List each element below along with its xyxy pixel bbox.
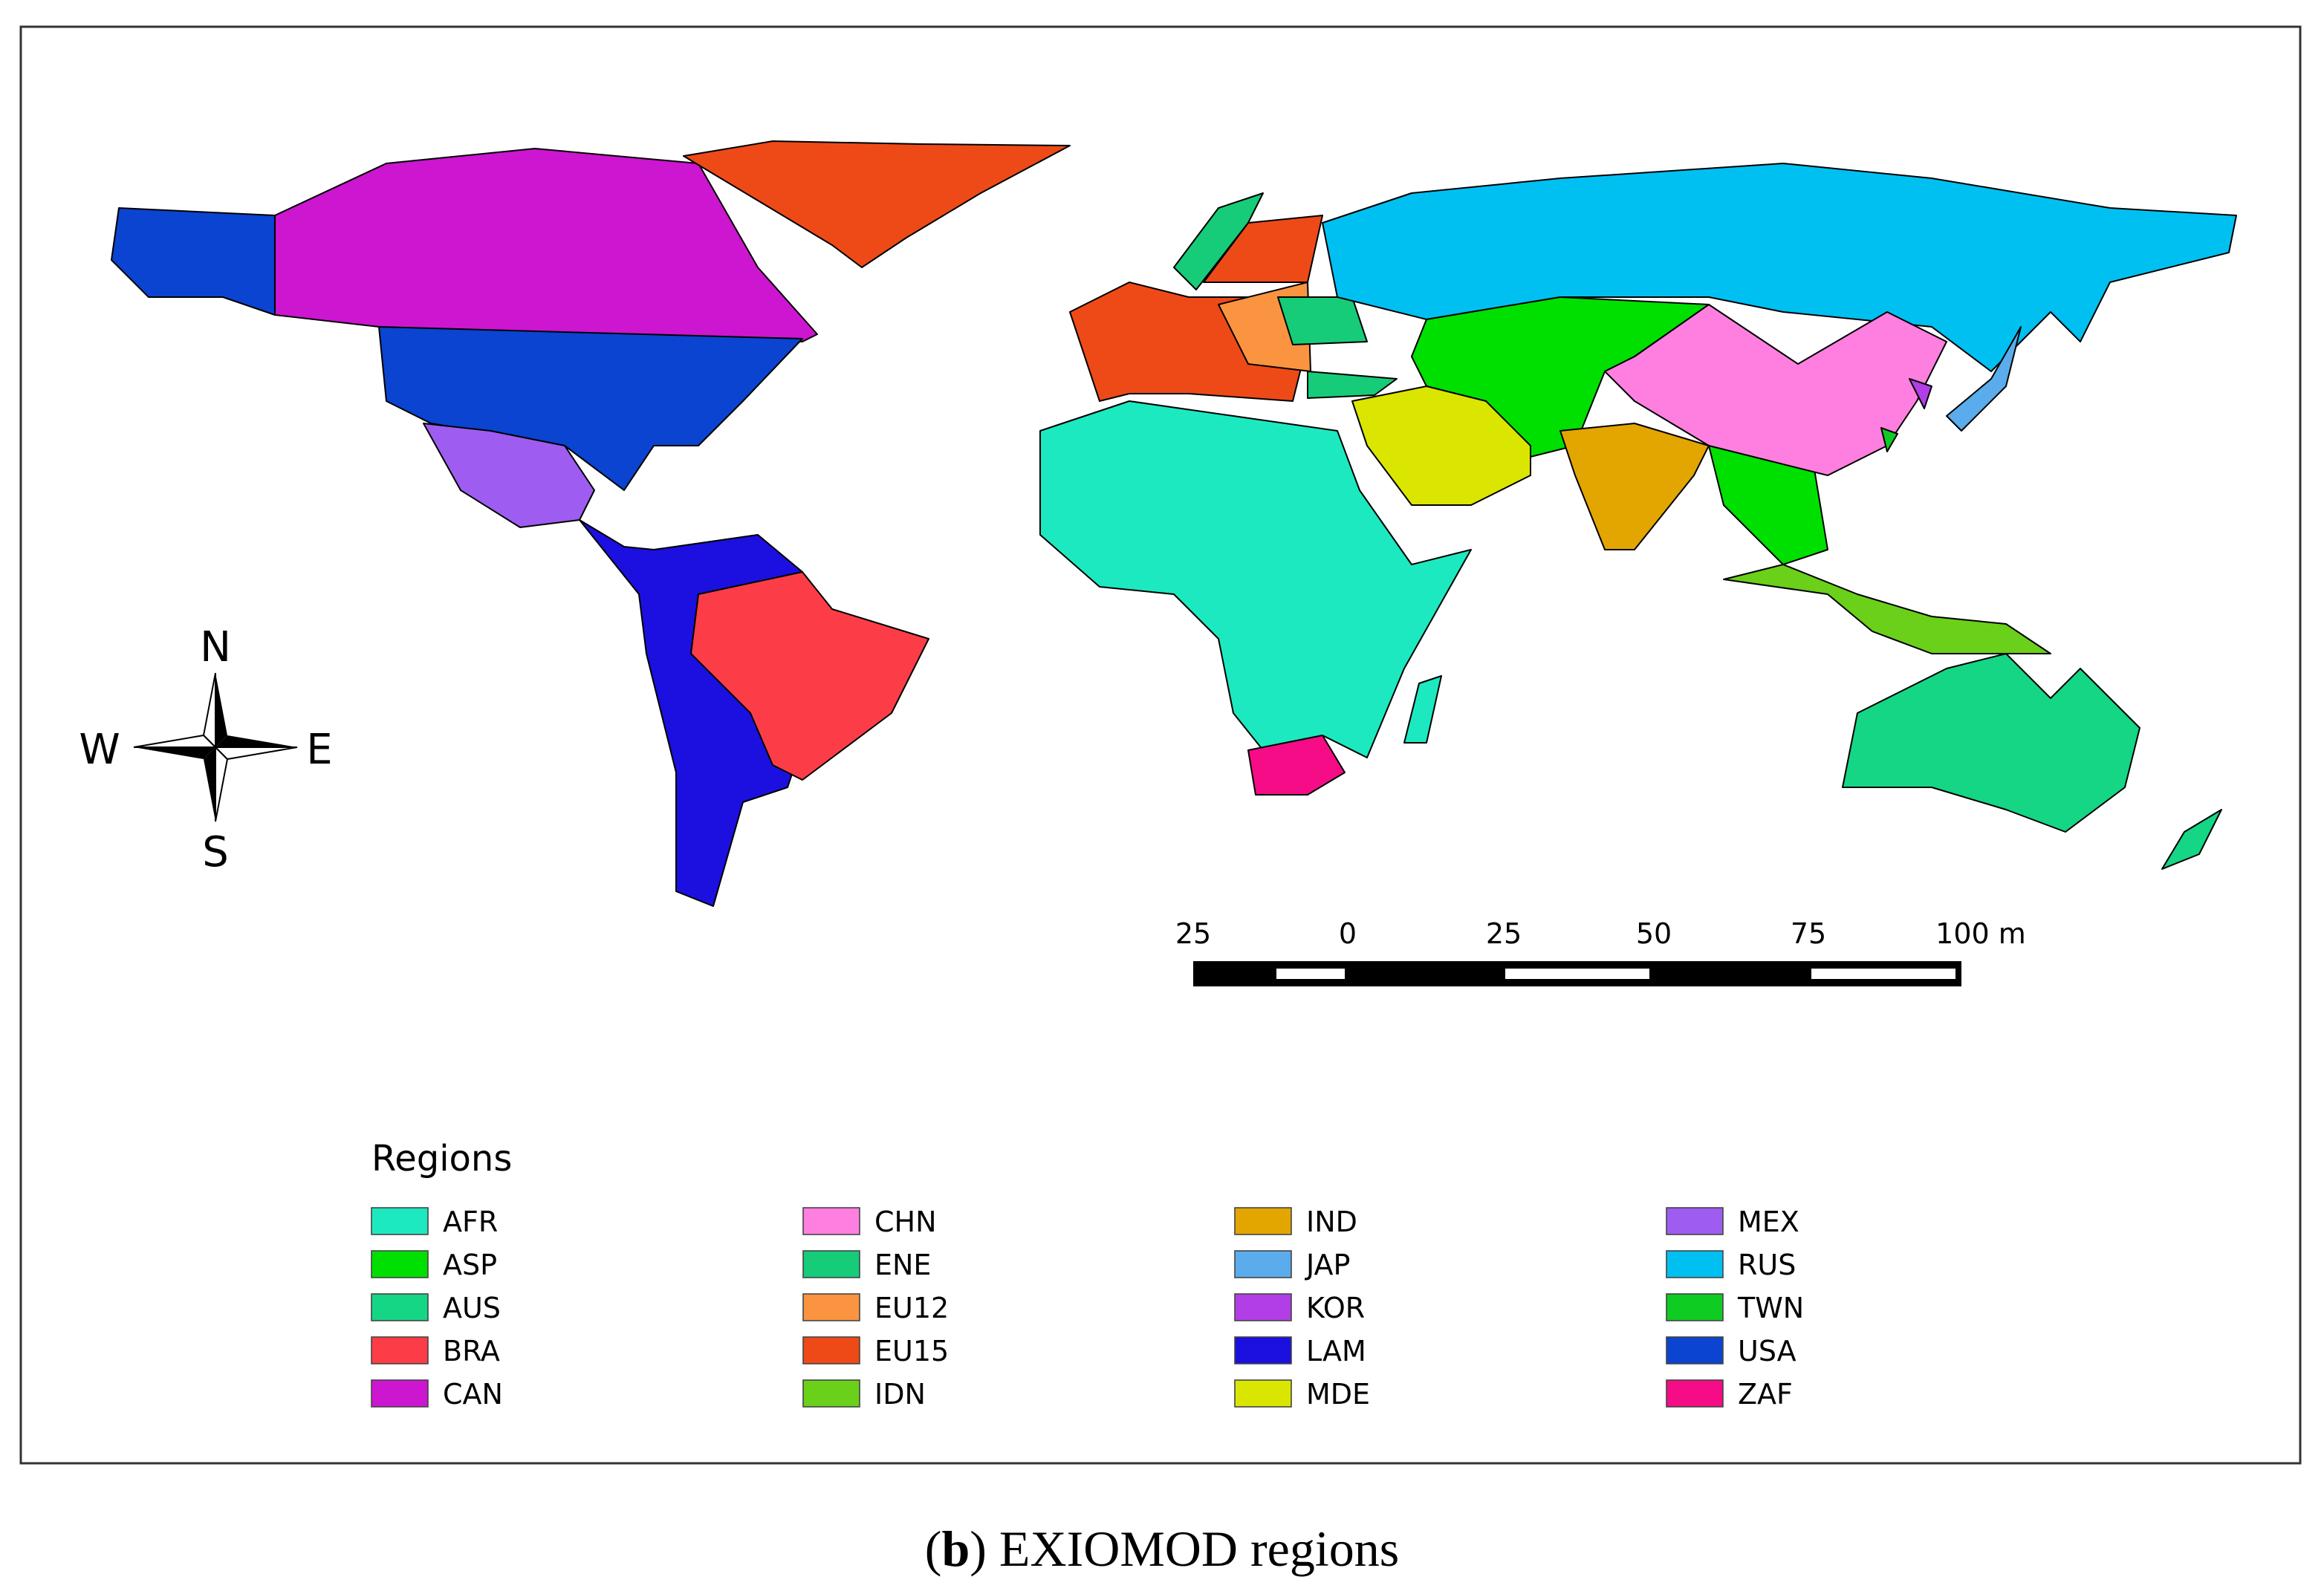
legend-label: EU12 [874, 1292, 949, 1324]
legend-label: MDE [1306, 1378, 1370, 1411]
scale-label: 50 [1636, 917, 1672, 950]
region-shape [1880, 427, 1898, 452]
legend-label: AFR [443, 1206, 498, 1238]
caption-open: ( [925, 1520, 942, 1577]
legend-label: MEX [1738, 1206, 1799, 1238]
legend-swatch [1666, 1250, 1724, 1278]
compass: N W E S [79, 623, 332, 876]
legend-swatch [1666, 1336, 1724, 1364]
region-shape [1307, 371, 1398, 399]
legend-swatch [1234, 1207, 1292, 1235]
scale-label: 75 [1791, 917, 1826, 950]
region-shape [1842, 653, 2140, 833]
region-shape [1351, 386, 1531, 506]
legend-label: RUS [1738, 1249, 1796, 1281]
compass-n: N [200, 623, 231, 671]
scale-labels: 25 0 25 50 75 100 m [1175, 917, 2026, 950]
compass-e: E [306, 726, 332, 774]
region-shape [423, 423, 595, 528]
legend-label: USA [1738, 1335, 1796, 1367]
region-shape [1946, 326, 2022, 432]
legend-swatch [1234, 1293, 1292, 1321]
legend-label: BRA [443, 1335, 500, 1367]
world-map [111, 140, 2237, 907]
scale-label: 0 [1339, 917, 1357, 950]
region-shape [1559, 423, 1710, 550]
legend-label: CHN [874, 1206, 937, 1238]
region-shape [1723, 564, 2051, 654]
legend-swatch [802, 1293, 860, 1321]
region-shape [579, 519, 803, 907]
region-shape [378, 326, 803, 491]
legend-swatch [1234, 1250, 1292, 1278]
region-shape [1039, 400, 1472, 758]
legend-swatch [371, 1293, 429, 1321]
scale-label: 25 [1486, 917, 1522, 950]
legend-swatch [1666, 1207, 1724, 1235]
region-shape [683, 140, 1071, 268]
legend-label: KOR [1306, 1292, 1365, 1324]
legend-label: ZAF [1738, 1378, 1793, 1411]
legend-swatch [1666, 1379, 1724, 1408]
legend-label: AUS [443, 1292, 501, 1324]
region-shape [690, 571, 929, 781]
legend-swatch [802, 1207, 860, 1235]
region-shape [274, 148, 818, 342]
region-shape [1173, 192, 1264, 290]
legend-title: Regions [371, 1138, 512, 1180]
legend-swatch [802, 1250, 860, 1278]
region-shape [1909, 378, 1932, 409]
compass-w: W [79, 726, 120, 774]
region-shape [1277, 296, 1368, 345]
scale-label: 25 [1175, 917, 1211, 950]
legend-swatch [1666, 1293, 1724, 1321]
region-shape [1247, 735, 1346, 796]
caption-letter: b [941, 1520, 970, 1577]
legend-swatch [1234, 1336, 1292, 1364]
scale-bar [1193, 961, 1961, 986]
caption: (b) EXIOMOD regions [925, 1520, 1399, 1577]
legend-swatch [1234, 1379, 1292, 1408]
legend-swatch [371, 1250, 429, 1278]
legend: AFR ASP AUS BRA CAN CHN ENE EU12 EU15 IDN IND JAP KO… [371, 1206, 1804, 1411]
legend-label: IDN [874, 1378, 926, 1411]
legend-label: ASP [443, 1249, 497, 1281]
region-shape [1403, 675, 1442, 744]
legend-label: LAM [1306, 1335, 1366, 1367]
caption-rest: ) EXIOMOD regions [970, 1520, 1399, 1577]
legend-swatch [371, 1379, 429, 1408]
legend-swatch [802, 1379, 860, 1408]
legend-swatch [802, 1336, 860, 1364]
legend-label: EU15 [874, 1335, 949, 1367]
region-shape [111, 207, 276, 316]
legend-swatch [371, 1336, 429, 1364]
compass-s: S [202, 828, 229, 876]
legend-label: JAP [1305, 1249, 1350, 1281]
legend-swatch [371, 1207, 429, 1235]
legend-label: IND [1306, 1206, 1357, 1238]
legend-label: ENE [874, 1249, 931, 1281]
region-shape [2161, 809, 2222, 870]
legend-label: TWN [1737, 1292, 1804, 1324]
legend-label: CAN [443, 1378, 503, 1411]
scale-label: 100 m [1935, 917, 2026, 950]
